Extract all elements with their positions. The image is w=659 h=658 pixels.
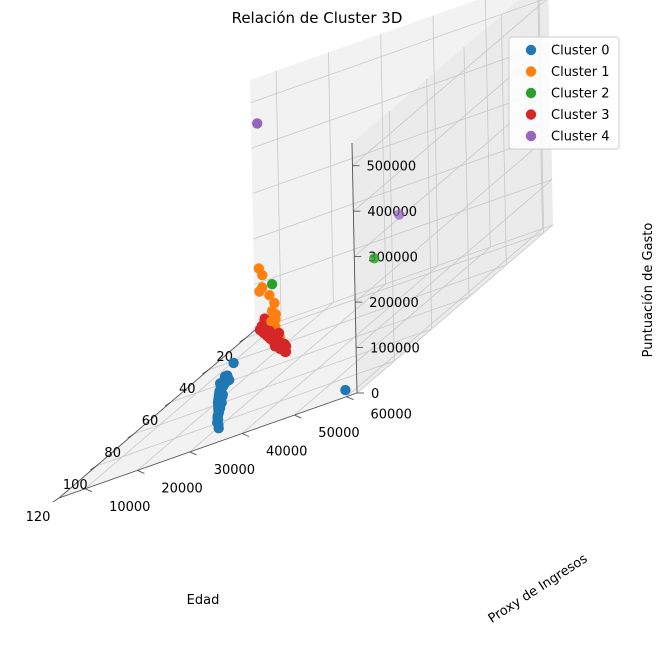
- y-tick-label: 10000: [109, 500, 150, 515]
- y-tick-label: 30000: [214, 463, 255, 478]
- grid-y-floor: [294, 246, 491, 416]
- data-point-cluster-1: [270, 309, 281, 320]
- y-tick-label: 40000: [266, 445, 307, 460]
- z-tick-label: 500000: [367, 160, 417, 175]
- data-point-cluster-1: [264, 290, 275, 301]
- data-point-cluster-2: [369, 253, 380, 264]
- z-tick-label: 400000: [367, 205, 417, 220]
- grid-x-floor: [96, 360, 395, 467]
- grid-x-floor: [245, 232, 544, 339]
- grid-x-side: [463, 46, 470, 298]
- legend-marker-4: [525, 130, 537, 142]
- grid-z-back: [252, 88, 551, 194]
- z-tick-label: 100000: [370, 342, 420, 357]
- data-point-cluster-1: [257, 270, 268, 281]
- grid-y-floor: [241, 265, 439, 434]
- data-point-cluster-0: [213, 423, 224, 434]
- y-tick-mark: [137, 469, 145, 474]
- y-axis-line: [58, 392, 358, 499]
- x-tick-label: 80: [104, 446, 121, 461]
- y-tick-label: 20000: [161, 481, 202, 496]
- data-point-cluster-4: [394, 209, 405, 220]
- data-point-cluster-1: [269, 297, 280, 309]
- legend-label-0: Cluster 0: [551, 44, 610, 59]
- data-point-cluster-2: [266, 279, 278, 290]
- y-tick-mark: [294, 414, 302, 419]
- y-tick-mark: [346, 396, 354, 401]
- x-tick-label: 120: [26, 510, 51, 525]
- grid-z-back: [253, 179, 553, 285]
- legend-box: [508, 36, 620, 150]
- grid-z-side: [355, 179, 553, 348]
- data-point-cluster-0: [340, 384, 351, 396]
- y-axis-label: Proxy de Ingresos: [486, 551, 591, 626]
- grid-z-back: [253, 133, 552, 240]
- legend-label-1: Cluster 1: [551, 65, 610, 80]
- legend-label-2: Cluster 2: [551, 87, 610, 102]
- y-tick-label: 60000: [371, 408, 412, 423]
- y-tick-label: 50000: [318, 426, 359, 441]
- legend-label-3: Cluster 3: [551, 108, 610, 123]
- x-tick-mark: [164, 401, 172, 407]
- axis-lines: [58, 142, 358, 499]
- grid-y-back: [328, 52, 334, 303]
- tick-labels: 2040608010012010000200003000040000500006…: [26, 160, 420, 525]
- data-point-cluster-3: [269, 341, 281, 352]
- data-point-cluster-0: [228, 357, 239, 369]
- grid-y-floor: [346, 228, 543, 398]
- x-tick-mark: [239, 337, 246, 343]
- legend: Cluster 0 Cluster 1 Cluster 2 Cluster 3 Clus…: [508, 36, 620, 150]
- x-axis-line: [58, 329, 256, 499]
- grid-y-back: [484, 0, 491, 248]
- z-tick-label: 0: [371, 387, 379, 402]
- grid-z-side: [354, 133, 552, 303]
- data-point-cluster-1: [257, 282, 268, 293]
- x-tick-label: 60: [142, 414, 159, 429]
- data-point-cluster-4: [252, 118, 263, 129]
- grid-x-floor: [208, 264, 507, 371]
- legend-marker-3: [525, 109, 537, 120]
- z-axis-line: [351, 142, 358, 394]
- x-tick-mark: [90, 465, 97, 471]
- z-axis-label: Puntuación de Gasto: [641, 223, 656, 358]
- x-axis-label: Edad: [187, 593, 220, 608]
- grid-z-back: [251, 42, 550, 149]
- chart-title: Relación de Cluster 3D: [232, 9, 403, 27]
- legend-marker-1: [525, 66, 537, 77]
- legend-label-4: Cluster 4: [551, 130, 610, 145]
- z-tick-label: 300000: [368, 251, 418, 266]
- grid-y-back: [380, 33, 387, 284]
- x-tick-label: 40: [179, 382, 196, 397]
- grid-z-side: [356, 224, 554, 394]
- grid-x-side: [500, 14, 507, 266]
- grid-y-floor: [137, 302, 334, 471]
- z-tick-label: 200000: [369, 296, 419, 311]
- grid-z-back: [254, 224, 554, 331]
- x-tick-mark: [202, 369, 209, 375]
- legend-marker-0: [525, 44, 537, 56]
- grid-y-back: [275, 70, 282, 321]
- x-tick-mark: [52, 497, 60, 503]
- grid-x-floor: [133, 328, 432, 435]
- y-tick-mark: [241, 433, 250, 437]
- grid-x-side: [426, 78, 433, 330]
- axes-panes: [59, 0, 553, 498]
- x-tick-label: 100: [63, 478, 88, 493]
- legend-marker-2: [525, 87, 537, 99]
- grid-y-floor: [84, 320, 282, 490]
- grid-z-side: [352, 0, 547, 167]
- y-tick-mark: [84, 488, 93, 493]
- data-point-cluster-3: [256, 320, 267, 332]
- x-tick-mark: [127, 433, 134, 439]
- y-tick-mark: [189, 451, 197, 456]
- data-points: [212, 118, 405, 434]
- grid-z-back: [250, 0, 544, 104]
